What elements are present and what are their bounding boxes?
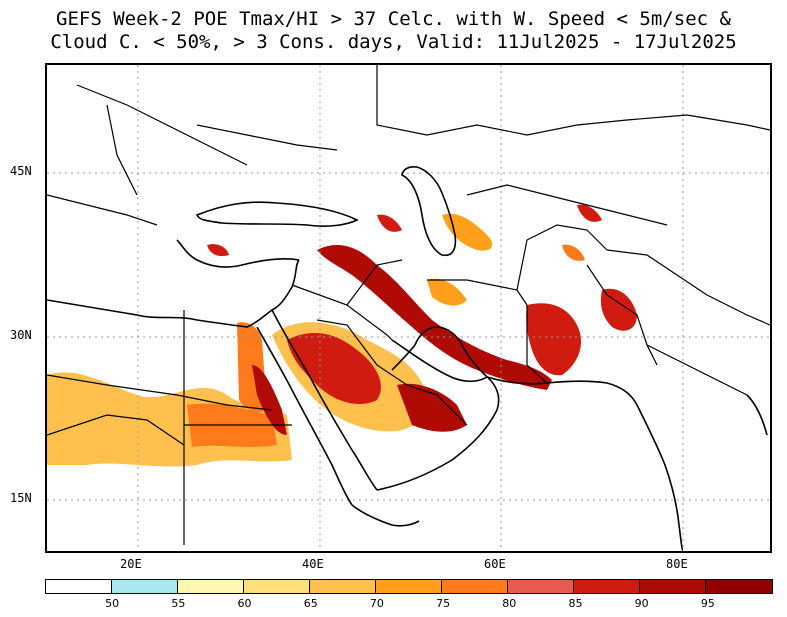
colorbar-box: [706, 580, 772, 593]
colorbar-label: 80: [502, 597, 517, 610]
shading-iran-band: [317, 245, 552, 390]
colorbar-box: [244, 580, 310, 593]
colorbar-box: [442, 580, 508, 593]
colorbar-label: 65: [303, 597, 318, 610]
coastlines: [47, 166, 768, 551]
shading-central-asia: [577, 204, 602, 222]
shading-red-sea: [252, 365, 287, 435]
shading-turkey: [207, 244, 229, 257]
map-title-line-1: GEFS Week-2 POE Tmax/HI > 37 Celc. with …: [56, 8, 731, 30]
shading-caspian: [442, 213, 493, 251]
colorbar-box: [640, 580, 706, 593]
colorbar-label: 90: [634, 597, 649, 610]
lon-tick-60e: 60E: [484, 557, 506, 571]
shading-arabia-core: [287, 332, 381, 405]
colorbar-box: [46, 580, 112, 593]
colorbar-label: 50: [105, 597, 120, 610]
colorbar-label: 85: [568, 597, 583, 610]
map-canvas: [47, 65, 770, 551]
shading-iran-central: [427, 278, 467, 306]
shading-pakistan-east: [600, 288, 637, 331]
colorbar-box: [112, 580, 178, 593]
graticule: [47, 65, 770, 551]
colorbar: [45, 579, 773, 594]
colorbar-box: [310, 580, 376, 593]
country-borders: [47, 65, 770, 545]
colorbar-label: 55: [171, 597, 186, 610]
lat-tick-30n: 30N: [10, 328, 32, 342]
map-panel: [45, 63, 772, 553]
colorbar-label: 70: [369, 597, 384, 610]
colorbar-label: 75: [436, 597, 451, 610]
colorbar-label: 60: [237, 597, 252, 610]
probability-shading: [47, 204, 637, 467]
colorbar-box: [508, 580, 574, 593]
shading-arabia-east: [397, 383, 467, 432]
lon-tick-80e: 80E: [666, 557, 688, 571]
lon-tick-20e: 20E: [120, 557, 142, 571]
shading-pakistan: [526, 303, 582, 376]
map-title-line-2: Cloud C. < 50%, > 3 Cons. days, Valid: 1…: [50, 31, 737, 53]
lat-tick-45n: 45N: [10, 164, 32, 178]
colorbar-label: 95: [700, 597, 715, 610]
shading-caucasus: [377, 214, 402, 232]
lon-tick-40e: 40E: [302, 557, 324, 571]
shading-afghan-north: [562, 244, 585, 261]
colorbar-box: [376, 580, 442, 593]
colorbar-box: [574, 580, 640, 593]
colorbar-box: [178, 580, 244, 593]
lat-tick-15n: 15N: [10, 491, 32, 505]
